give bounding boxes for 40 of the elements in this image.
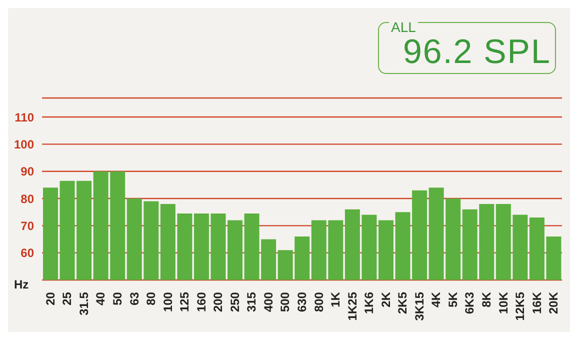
x-tick-label: 80 <box>144 292 158 306</box>
x-tick-label: 3K15 <box>412 292 426 321</box>
text: ALL <box>389 19 418 35</box>
x-tick-label: 5K <box>446 292 460 308</box>
y-tick-label: 110 <box>14 110 34 124</box>
x-tick-label: 25 <box>60 292 74 306</box>
x-tick-label: 50 <box>110 292 124 306</box>
x-tick-label: 40 <box>94 292 108 306</box>
y-tick-label: 100 <box>14 137 34 152</box>
x-tick-label: 250 <box>228 292 242 312</box>
y-tick-label: 90 <box>20 164 34 179</box>
x-tick-label: 20K <box>546 292 561 314</box>
x-tick-label: 8K <box>480 292 494 308</box>
text: 96.2 SPL <box>403 33 551 72</box>
x-tick-label: 31.5 <box>76 292 91 316</box>
x-tick-label: 315 <box>244 292 259 312</box>
x-tick-label: 63 <box>127 292 142 306</box>
x-tick-label: 1K6 <box>362 292 376 314</box>
x-axis-title: Hz <box>14 278 29 292</box>
x-tick-label: 2K <box>378 292 393 308</box>
x-tick-label: 4K <box>429 292 444 308</box>
x-tick-label: 10K <box>496 292 510 314</box>
x-tick-label: 12K5 <box>513 292 528 321</box>
x-tick-label: 800 <box>312 292 326 312</box>
x-tick-label: 100 <box>160 292 175 312</box>
x-tick-label: 500 <box>278 292 292 312</box>
x-tick-label: 400 <box>261 292 276 312</box>
y-tick-label: 80 <box>20 192 34 206</box>
x-tick-label: 6K3 <box>462 292 477 314</box>
x-tick-label: 630 <box>295 292 309 312</box>
y-tick-label: 60 <box>20 246 34 260</box>
x-tick-label: 160 <box>194 292 208 312</box>
x-tick-label: 125 <box>178 292 192 312</box>
x-tick-label: 1K25 <box>345 292 360 321</box>
x-tick-label: 20 <box>43 292 58 306</box>
x-tick-label: 16K <box>530 292 544 314</box>
y-tick-label: 70 <box>20 218 34 233</box>
x-tick-label: 200 <box>211 292 226 312</box>
x-tick-label: 1K <box>328 292 343 308</box>
x-tick-label: 2K5 <box>396 292 410 314</box>
